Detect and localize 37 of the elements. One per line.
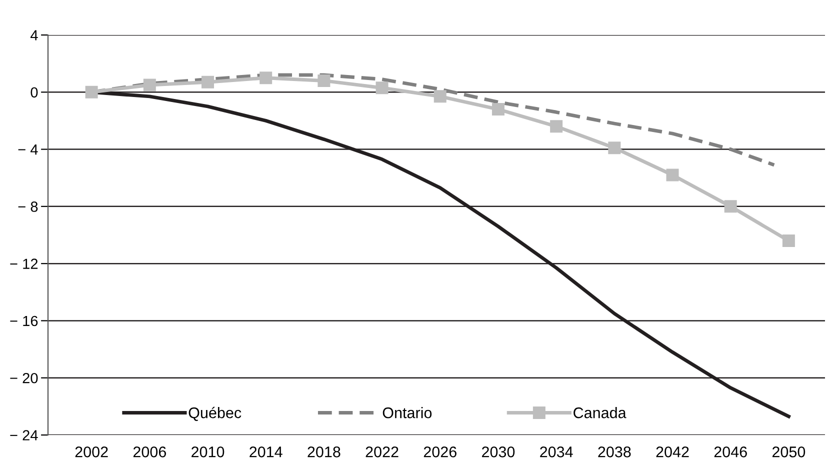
x-tick-label: 2010 (192, 446, 224, 458)
y-tick-label: − 4 (18, 144, 38, 155)
x-tick-label: 2014 (250, 446, 282, 458)
x-tick-label: 2018 (308, 446, 340, 458)
point (550, 120, 563, 133)
point (782, 234, 795, 247)
y-tick-label: − 16 (10, 316, 38, 326)
y-tick-label: 4 (30, 30, 38, 40)
y-tick-label: 0 (30, 87, 38, 98)
legend-label: Québec (188, 406, 242, 421)
point (434, 90, 446, 103)
x-tick-label: 2034 (540, 446, 573, 458)
x-tick-label: 2038 (598, 446, 631, 458)
point (260, 72, 272, 84)
x-tick-label: 2042 (656, 446, 689, 458)
point (318, 74, 330, 87)
x-tick-label: 2006 (133, 446, 166, 458)
x-tick-label: 2046 (714, 446, 747, 458)
legend-label: Canada (574, 407, 626, 418)
y-tick-label: − 12 (10, 258, 38, 269)
x-tick-label: 2026 (424, 446, 456, 458)
y-tick-label: − 24 (10, 430, 38, 440)
legend-label: Ontario (382, 407, 432, 418)
point (143, 78, 156, 92)
x-tick-label: 2022 (366, 446, 398, 458)
point (724, 200, 737, 213)
point (85, 86, 98, 98)
point (202, 76, 214, 88)
point (608, 142, 621, 154)
x-tick-label: 2050 (772, 446, 806, 458)
point (666, 168, 679, 182)
x-tick-label: 2030 (482, 446, 515, 458)
x-tick-label: 2002 (75, 446, 108, 458)
y-tick-label: − 8 (18, 202, 38, 212)
y-tick-label: − 20 (10, 372, 38, 384)
point (492, 103, 504, 116)
point (376, 82, 388, 94)
